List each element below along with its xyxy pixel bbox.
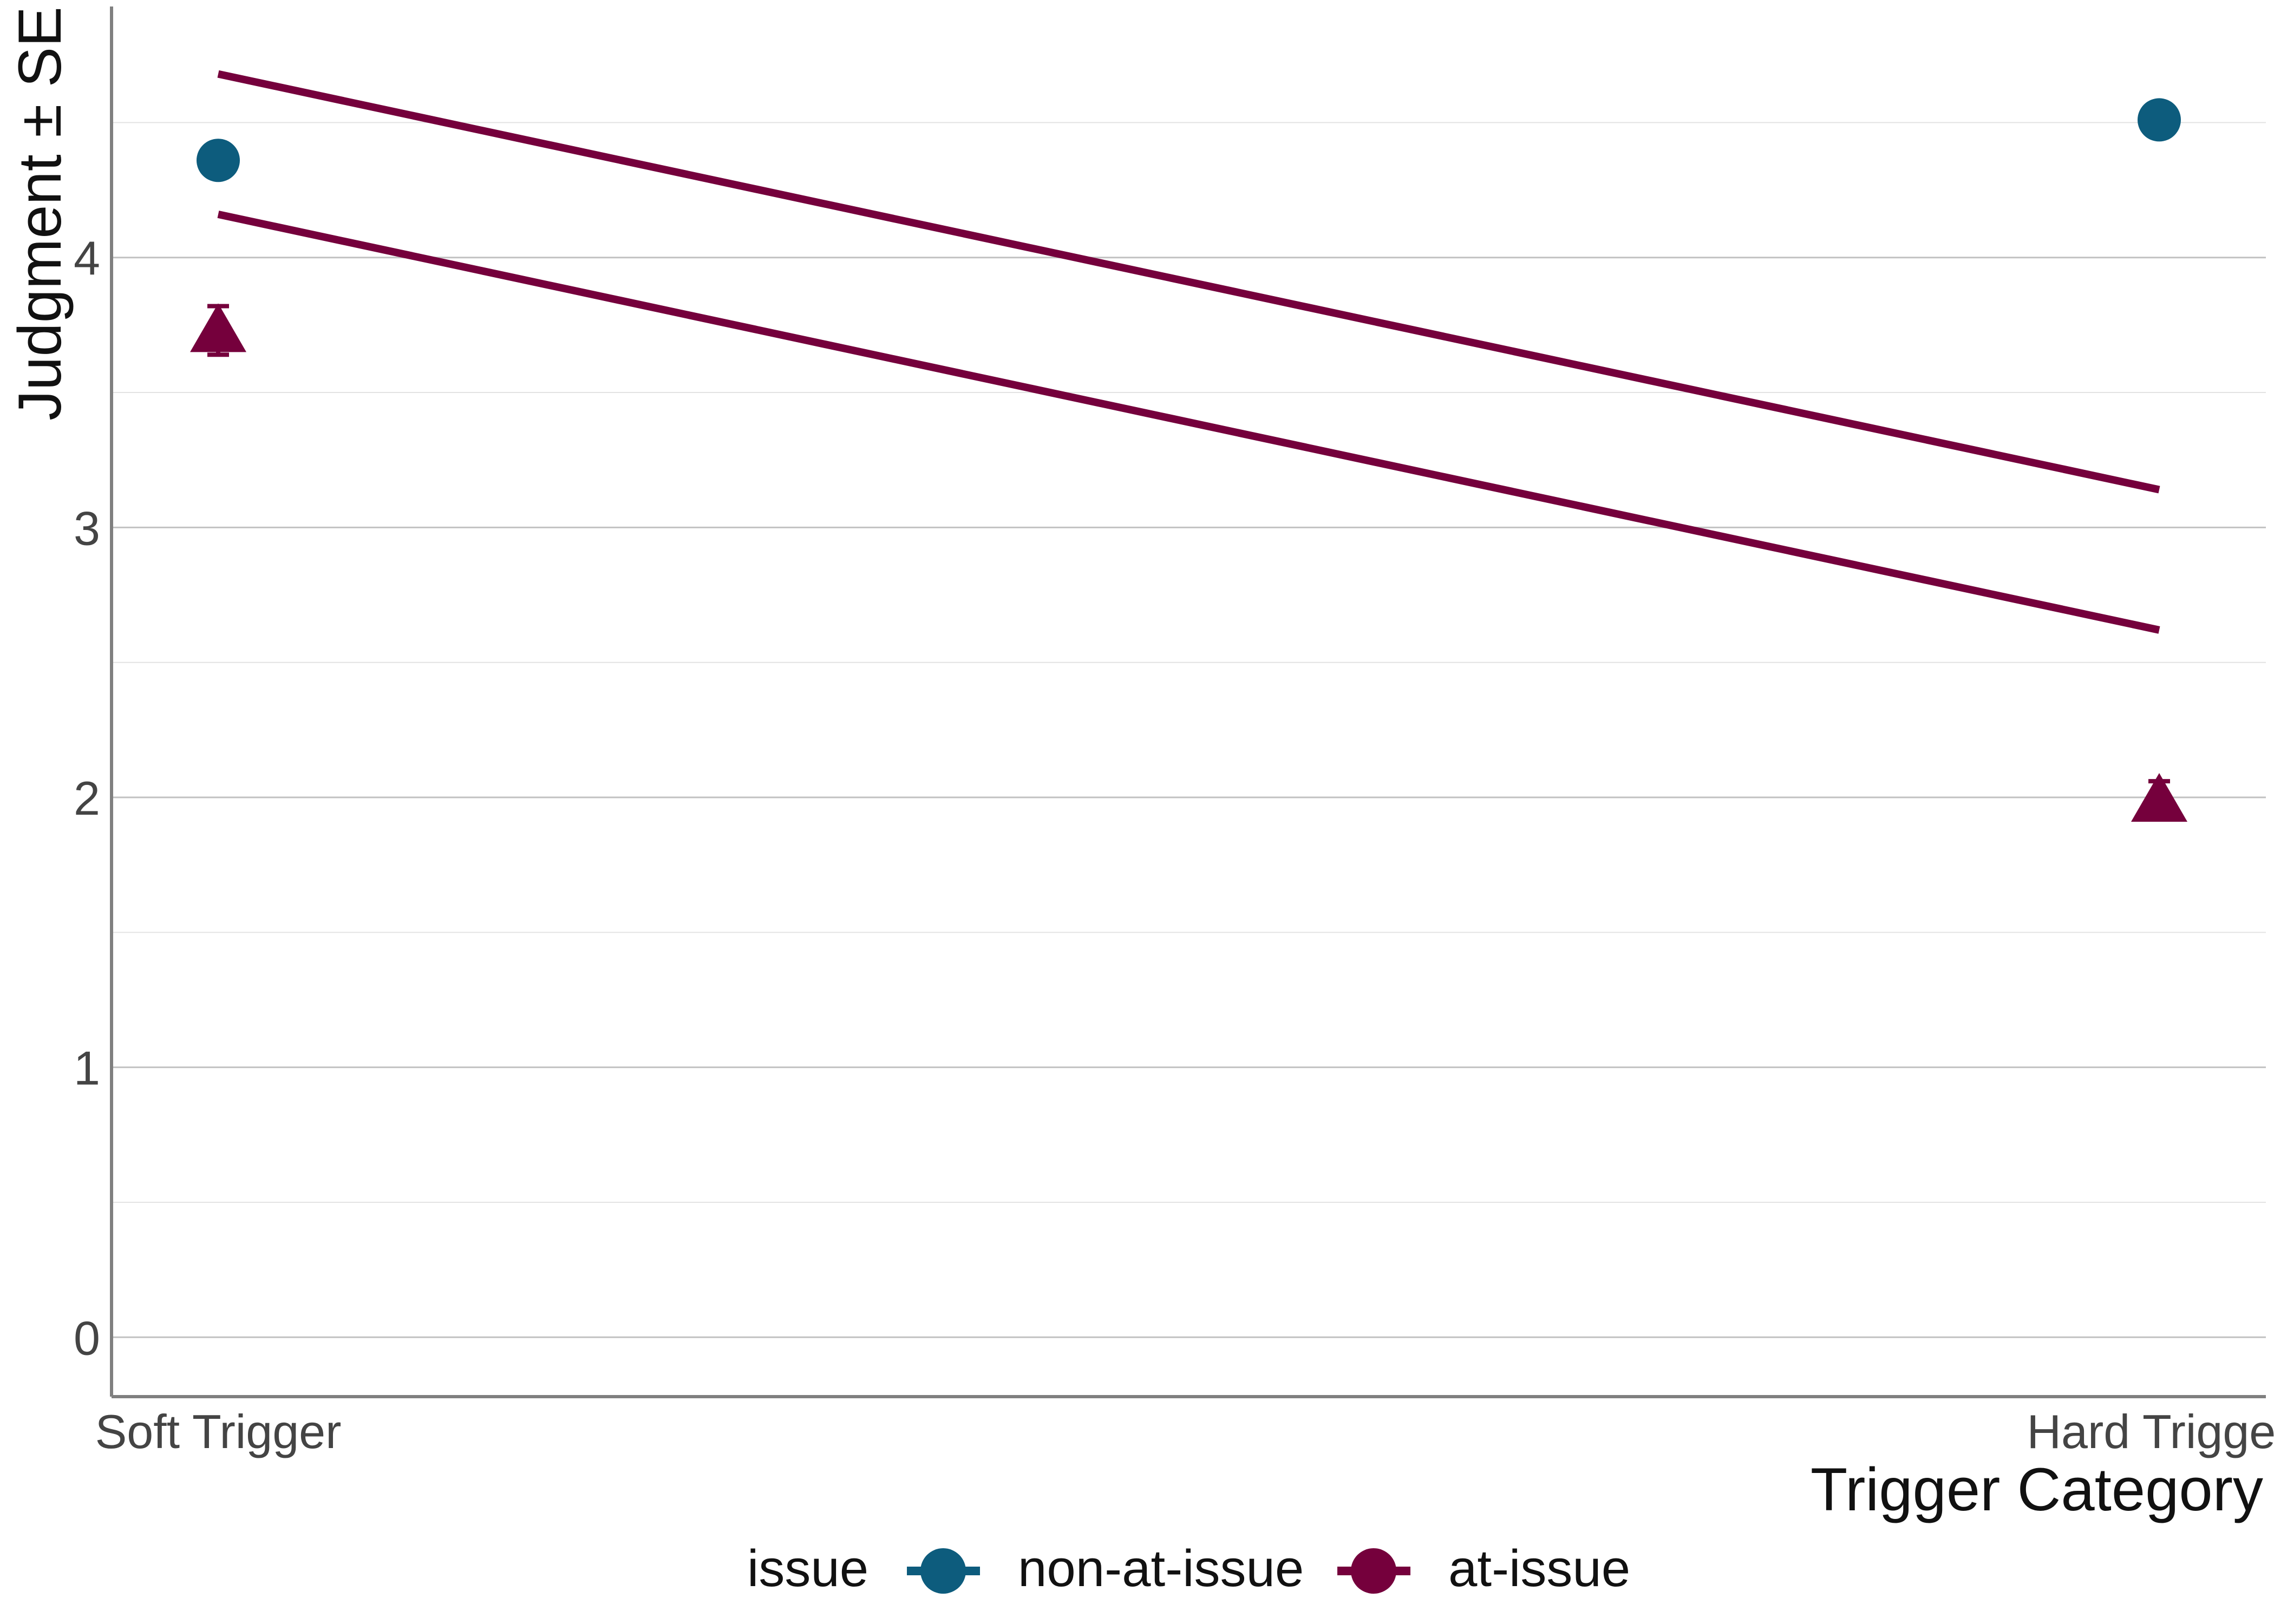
y-tick-label: 2 — [74, 771, 100, 825]
legend-title: issue — [747, 1540, 868, 1597]
data-point — [2138, 98, 2181, 142]
grid-layer — [112, 122, 2266, 1338]
y-tick-label: 4 — [74, 232, 100, 285]
legend-entry-non-at-issue: non-at-issue — [907, 1540, 1304, 1597]
trend-line-layer — [217, 70, 2160, 634]
y-tick-label: 3 — [74, 501, 100, 555]
x-tick-label: Soft Trigger — [95, 1405, 342, 1458]
axis-layer: 0 1 2 3 4 Soft Trigger Hard Trigger — [74, 6, 2274, 1458]
legend-key-circle-non-at-issue — [920, 1548, 966, 1594]
data-point — [2131, 773, 2187, 822]
y-axis-title: Judgment ± SE — [6, 6, 74, 421]
legend-label-non-at-issue: non-at-issue — [1018, 1540, 1304, 1597]
x-tick-label: Hard Trigger — [2027, 1405, 2274, 1458]
x-axis-title: Trigger Category — [1811, 1456, 2263, 1523]
trend-line — [217, 70, 2160, 494]
legend-key-circle-at-issue — [1351, 1548, 1396, 1594]
y-tick-label: 1 — [74, 1042, 100, 1095]
legend: issue non-at-issue at-issue — [747, 1540, 1630, 1597]
data-point — [197, 139, 240, 182]
legend-entry-at-issue: at-issue — [1337, 1540, 1630, 1597]
y-tick-label: 0 — [74, 1311, 100, 1365]
mark-layer — [190, 98, 2187, 822]
trend-line — [217, 211, 2160, 634]
data-point — [190, 303, 246, 352]
legend-label-at-issue: at-issue — [1448, 1540, 1630, 1597]
